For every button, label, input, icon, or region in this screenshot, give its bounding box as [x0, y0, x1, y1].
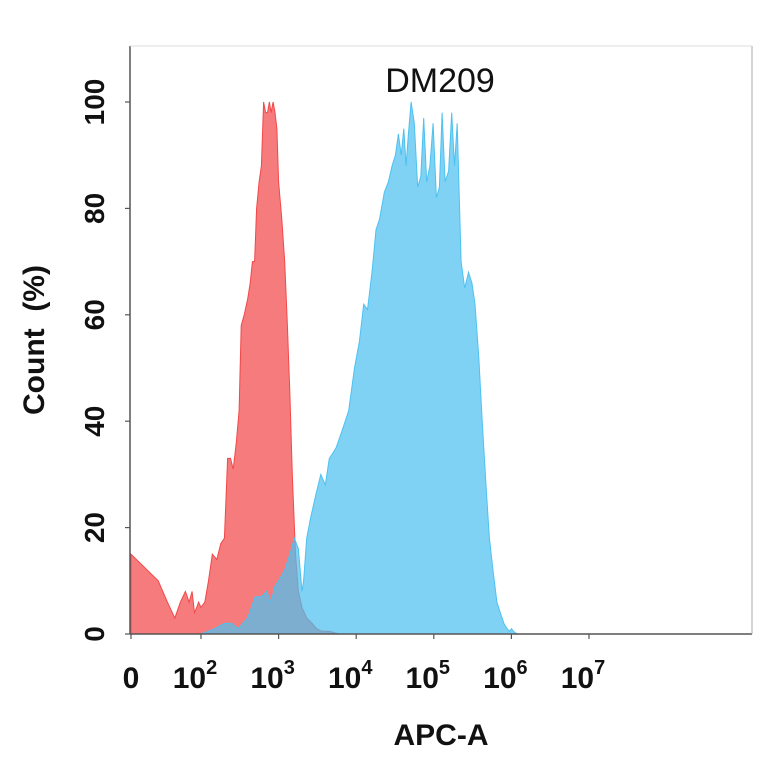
x-tick-label: 104: [328, 657, 373, 695]
histogram-series-2: [190, 101, 518, 635]
x-tick-label: 105: [406, 657, 451, 695]
series-layer: [130, 101, 518, 635]
histogram-series-1: [130, 101, 340, 635]
y-tick-label: 100: [79, 79, 110, 126]
y-tick-label: 80: [79, 193, 110, 224]
y-tick-label: 40: [79, 406, 110, 437]
x-tick-label: 0: [123, 662, 140, 695]
y-axis-label: Count (%): [18, 265, 51, 415]
x-tick-label: 107: [561, 657, 606, 695]
y-tick-label: 20: [79, 512, 110, 543]
x-tick-label: 103: [250, 657, 295, 695]
axes-layer: [125, 45, 753, 639]
x-tick-label: 102: [173, 657, 218, 695]
x-axis-label: APC-A: [394, 719, 489, 752]
y-tick-label: 60: [79, 299, 110, 330]
y-tick-label: 0: [79, 626, 110, 642]
x-tick-label: 106: [483, 657, 528, 695]
chart-title: DM209: [385, 62, 495, 100]
tick-labels: 0 102 103 104 105 106 107 0 20 40 60 80 100: [79, 79, 605, 695]
